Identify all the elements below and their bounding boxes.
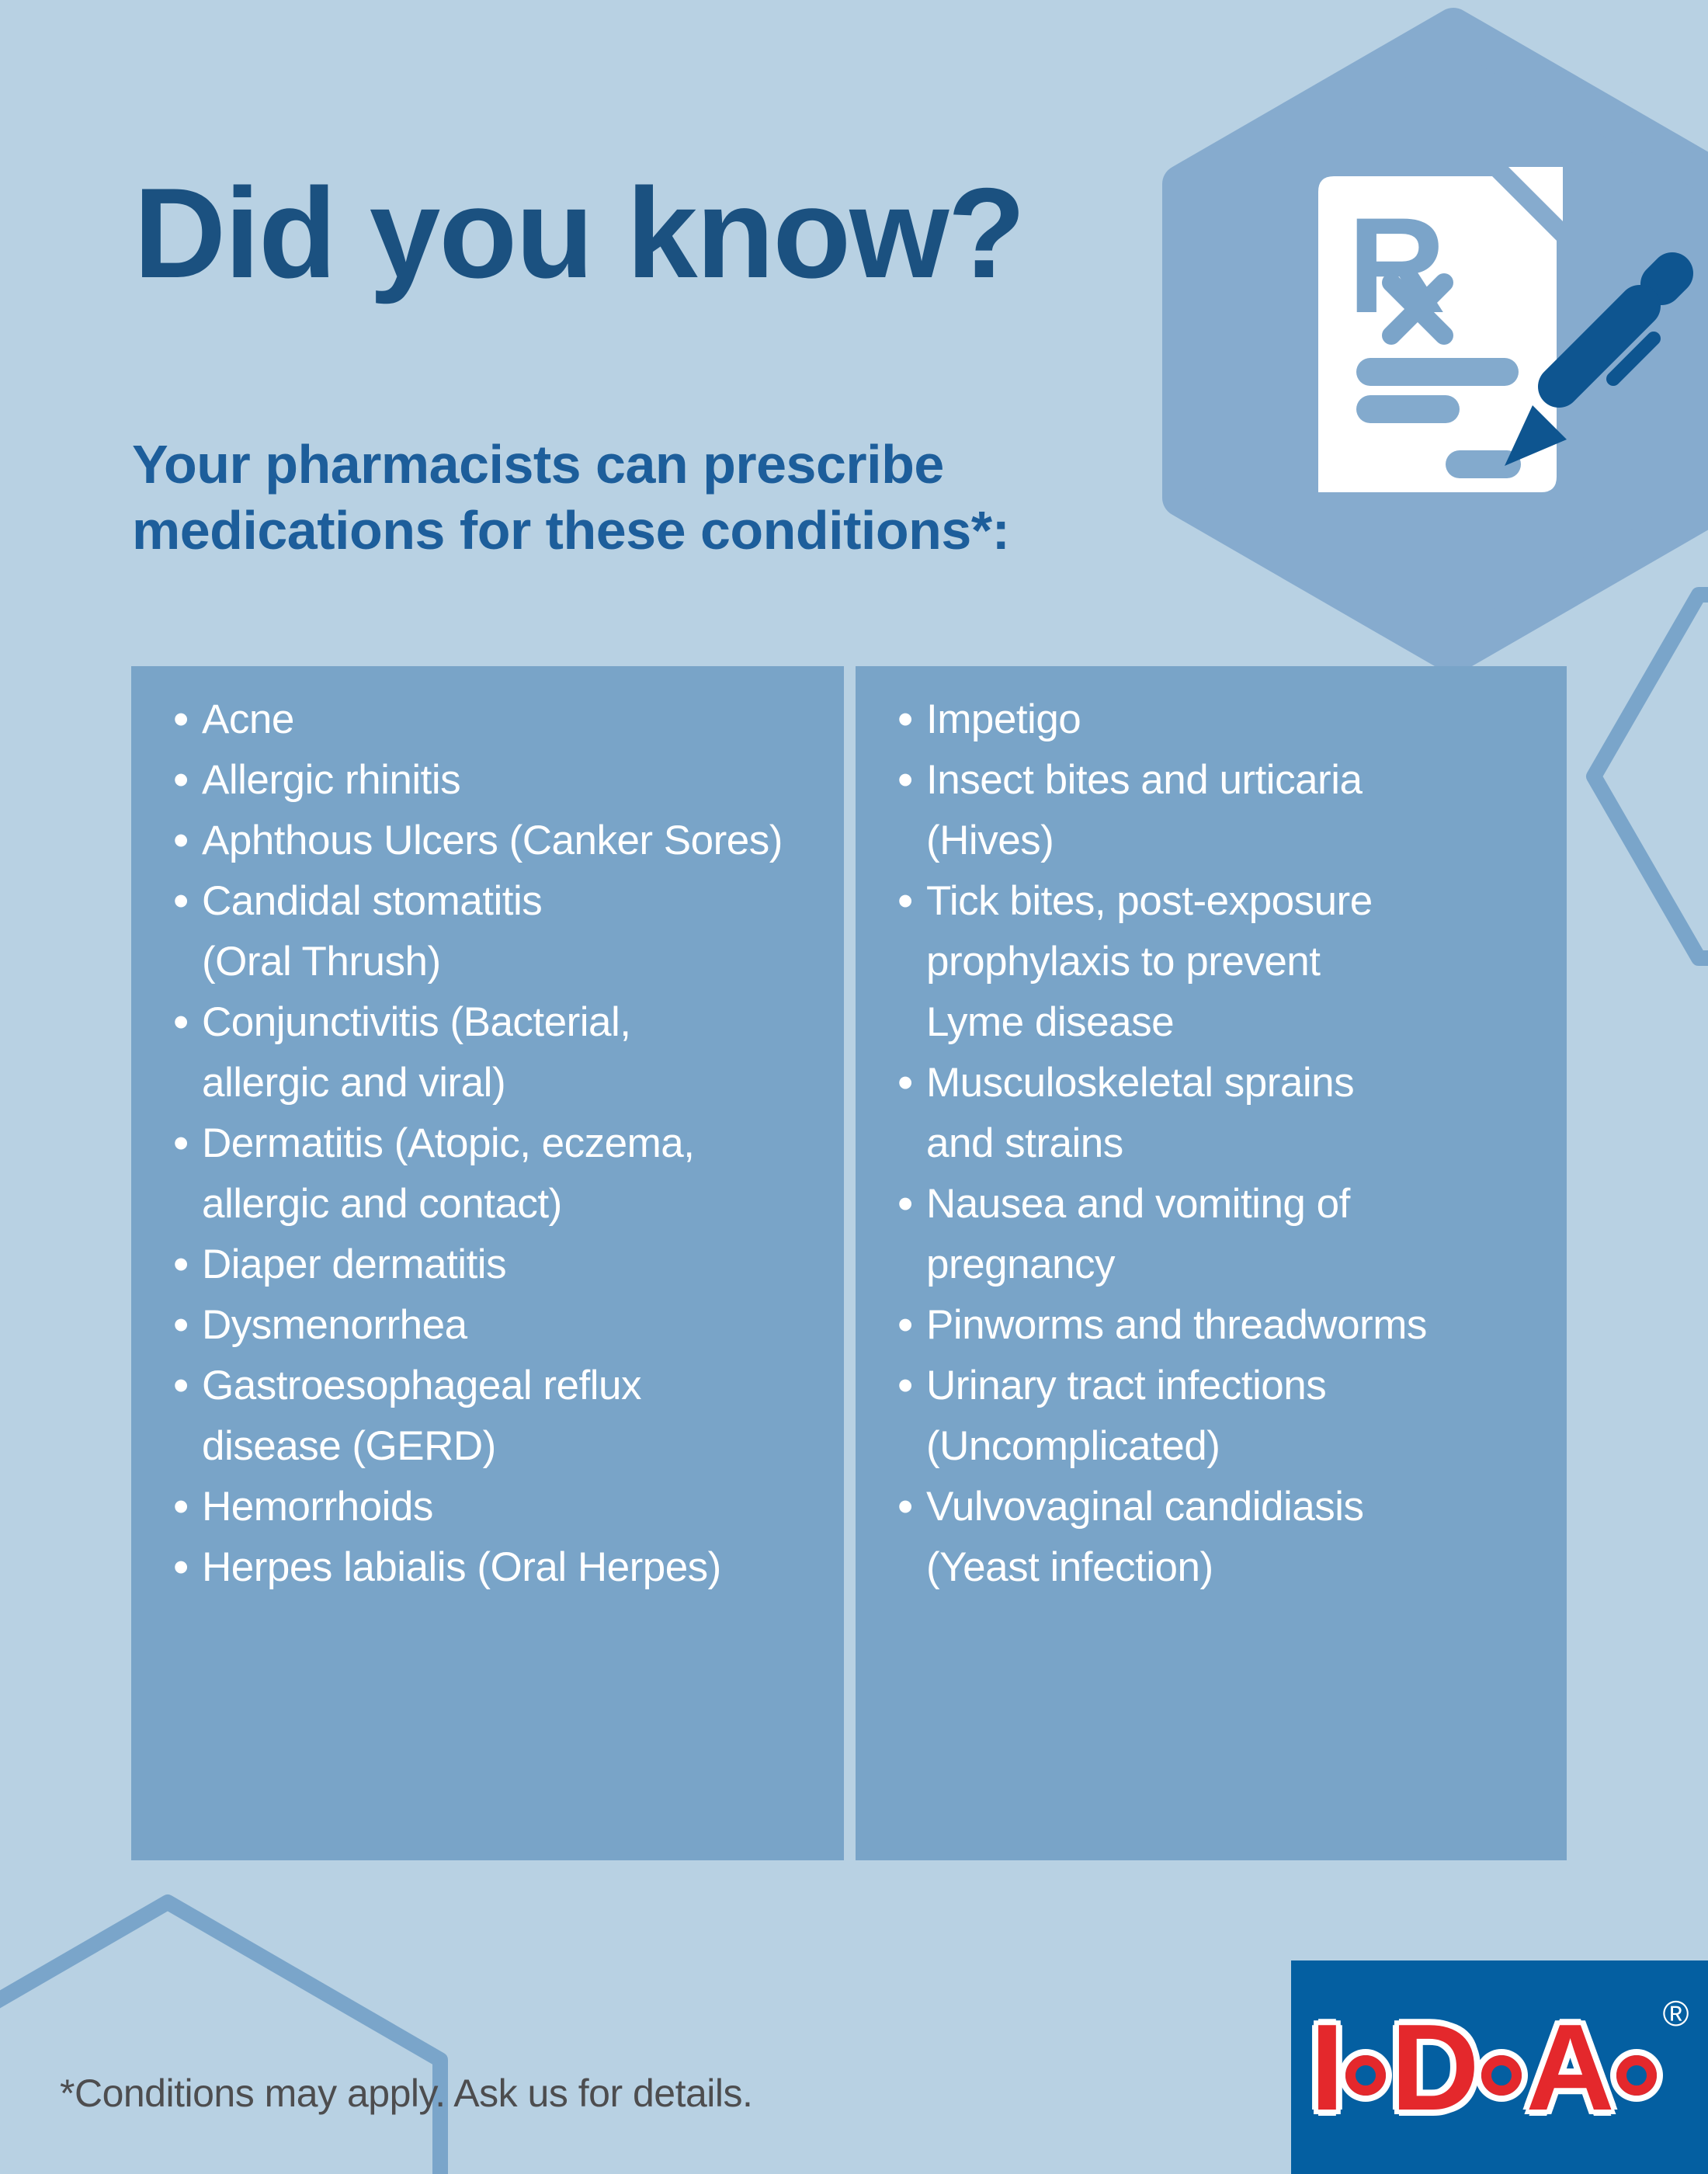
list-item: Aphthous Ulcers (Canker Sores) [173,811,828,871]
list-item: Pinworms and threadworms [897,1295,1551,1356]
list-item: Impetigo [897,689,1551,750]
list-item: Conjunctivitis (Bacterial,allergic and v… [173,992,828,1113]
ida-logo-box: I D A ® [1291,1960,1708,2174]
ida-logo: I D A ® [1310,1995,1689,2136]
pen-icon [1505,252,1693,466]
subtitle-line: Your pharmacists can prescribe [132,434,944,495]
conditions-panel-left: AcneAllergic rhinitisAphthous Ulcers (Ca… [131,666,844,1860]
page-title: Did you know? [134,161,1026,304]
conditions-panel-right: ImpetigoInsect bites and urticaria(Hives… [856,666,1567,1860]
subtitle-line: medications for these conditions*: [132,500,1010,561]
footnote: *Conditions may apply. Ask us for detail… [60,2072,753,2115]
list-item: Vulvovaginal candidiasis(Yeast infection… [897,1477,1551,1598]
list-item: Urinary tract infections(Uncomplicated) [897,1356,1551,1477]
list-item: Insect bites and urticaria(Hives) [897,750,1551,871]
list-item: Hemorrhoids [173,1477,828,1537]
conditions-list-left: AcneAllergic rhinitisAphthous Ulcers (Ca… [173,689,828,1598]
logo-dot-icon [1345,2054,1387,2096]
list-item: Herpes labialis (Oral Herpes) [173,1537,828,1598]
list-item: Acne [173,689,828,750]
registered-mark: ® [1662,1992,1689,2033]
list-item: Dysmenorrhea [173,1295,828,1356]
list-item: Dermatitis (Atopic, eczema,allergic and … [173,1113,828,1235]
logo-dot-icon [1616,2054,1657,2096]
list-item: Allergic rhinitis [173,750,828,811]
list-item: Diaper dermatitis [173,1235,828,1295]
hexagon-outline-right-icon [1586,587,1708,966]
rx-cross-icon [1382,273,1453,345]
hexagon-outline-bottom-left-icon [0,1894,448,2174]
logo-letter: D [1390,1999,1479,2136]
logo-letter: I [1310,1999,1344,2136]
page-subtitle: Your pharmacists can prescribe medicatio… [132,432,1010,564]
list-item: Candidal stomatitis(Oral Thrush) [173,871,828,992]
conditions-list-right: ImpetigoInsect bites and urticaria(Hives… [897,689,1551,1598]
logo-letter: A [1526,1999,1615,2136]
logo-dot-icon [1481,2054,1522,2096]
folded-corner-icon [1508,167,1563,221]
rx-document-icon: R [1318,167,1563,492]
document-text-bars [1356,358,1521,478]
